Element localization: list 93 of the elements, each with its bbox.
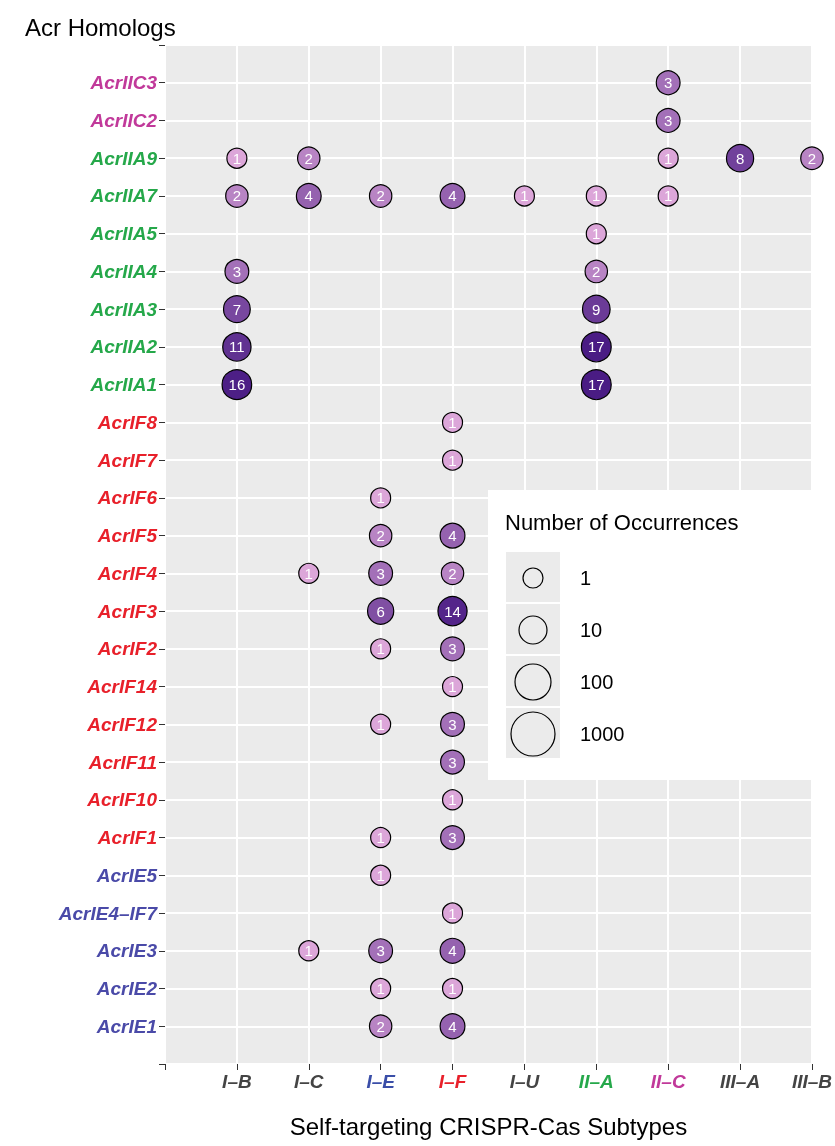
data-label: 1 [448,678,457,696]
data-label: 1 [520,187,529,205]
data-label: 2 [304,149,313,167]
x-tick-label: II–A [578,1071,614,1092]
data-label: 1 [232,149,242,167]
data-label: 2 [448,564,457,582]
legend-title: Number of Occurrences [505,510,739,536]
data-label: 2 [232,187,242,205]
y-tick-label: AcrIIA9 [89,147,158,169]
annotation: 100 [580,670,614,694]
data-label: 1 [376,829,385,847]
y-tick-label: AcrIIC2 [89,109,158,131]
y-tick-label: AcrIF3 [96,600,158,622]
y-tick-label: AcrIIA1 [89,374,157,396]
data-label: 7 [232,300,242,318]
data-label: 1 [448,904,457,922]
data-label: 1 [376,866,385,884]
data-label: 1 [448,980,457,998]
y-tick-label: AcrIF10 [86,789,158,811]
y-tick-label: AcrIF7 [96,449,159,471]
x-tick-label: II–C [650,1071,686,1092]
x-tick-label: I–U [509,1071,541,1092]
data-label: 1 [664,187,673,205]
data-label: 2 [592,262,601,280]
data-label: 8 [735,149,745,167]
annotation: 1000 [580,722,625,746]
data-label: 16 [228,376,246,394]
data-label: 1 [592,187,601,205]
x-tick-label: I–C [293,1071,324,1092]
data-label: 1 [448,791,457,809]
y-tick-label: AcrIF12 [86,713,158,735]
annotation: 1 [580,566,592,590]
data-label: 17 [587,376,605,394]
y-tick-label: AcrIF11 [87,751,157,773]
chart-title: Acr Homologs [25,13,176,41]
data-label: 3 [448,829,457,847]
data-label: 3 [448,640,457,658]
y-tick-label: AcrIF4 [96,562,158,584]
data-label: 1 [304,942,313,960]
y-tick-label: AcrIF14 [86,676,158,698]
data-label: 2 [376,527,385,545]
data-label: 6 [376,602,385,620]
y-tick-label: AcrIIA5 [89,223,158,245]
x-axis-title: Self-targeting CRISPR-Cas Subtypes [289,1112,688,1140]
data-label: 3 [376,564,385,582]
y-tick-label: AcrIF6 [96,487,158,509]
data-label: 1 [592,225,601,243]
data-label: 1 [448,413,457,431]
data-label: 2 [376,187,385,205]
data-label: 1 [448,451,457,469]
data-label: 2 [376,1017,385,1035]
y-tick-label: AcrIF5 [96,525,158,547]
x-tick-label: I–F [438,1071,468,1092]
data-label: 1 [304,564,313,582]
data-label: 2 [807,149,817,167]
data-label: 3 [232,262,242,280]
data-label: 3 [448,753,457,771]
x-tick-label: III–B [791,1071,833,1092]
y-tick-label: AcrIF8 [96,411,158,433]
data-label: 1 [376,489,385,507]
y-tick-label: AcrIF1 [96,827,157,849]
y-tick-label: AcrIE3 [95,940,158,962]
data-label: 14 [444,602,461,620]
data-label: 11 [229,338,245,356]
y-tick-label: AcrIE1 [95,1015,157,1037]
data-label: 4 [448,527,457,545]
data-label: 4 [448,942,457,960]
x-tick-label: I–E [366,1071,397,1092]
data-label: 1 [376,715,385,733]
data-label: 3 [664,111,673,129]
data-label: 3 [448,715,457,733]
y-tick-label: AcrIE2 [95,978,158,1000]
x-tick-label: I–B [222,1071,252,1092]
y-tick-label: AcrIIA3 [89,298,158,320]
data-label: 17 [587,338,605,356]
data-label: 9 [592,300,601,318]
data-label: 3 [376,942,385,960]
y-tick-label: AcrIE4–IF7 [57,902,159,924]
data-label: 4 [448,1017,457,1035]
data-label: 1 [376,980,385,998]
data-label: 4 [448,187,457,205]
y-tick-label: AcrIF2 [96,638,158,660]
y-tick-label: AcrIIA4 [89,260,158,282]
data-label: 1 [376,640,385,658]
y-tick-label: AcrIIA2 [89,336,158,358]
data-label: 1 [664,149,673,167]
annotation: 10 [580,618,603,642]
y-tick-label: AcrIE5 [95,864,158,886]
y-tick-label: AcrIIC3 [89,72,158,94]
data-label: 4 [304,187,313,205]
y-tick-label: AcrIIA7 [89,185,159,207]
data-label: 3 [664,74,673,92]
x-tick-label: III–A [719,1071,761,1092]
